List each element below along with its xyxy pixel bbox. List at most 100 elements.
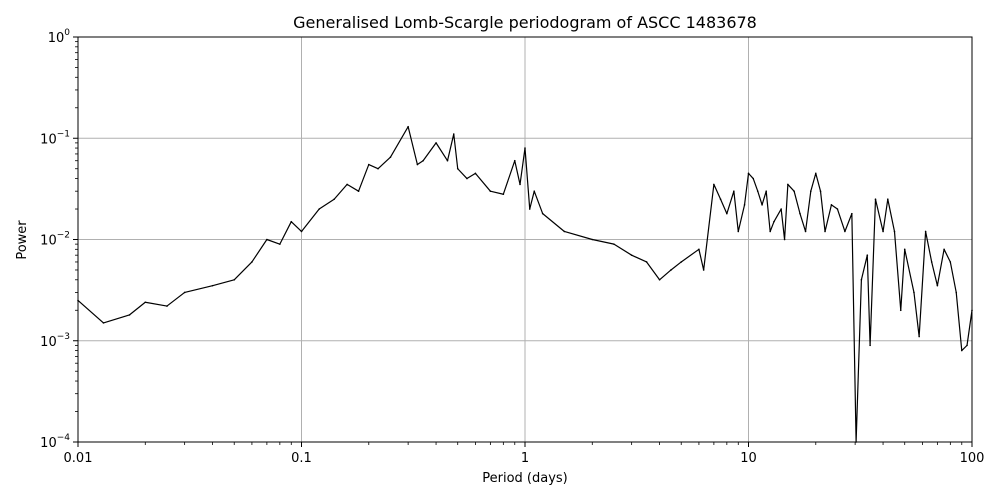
periodogram-point (836, 208, 839, 210)
y-tick-label: 10−4 (40, 433, 70, 451)
periodogram-point (251, 261, 253, 263)
periodogram-point (357, 190, 360, 192)
periodogram-point (752, 177, 755, 180)
periodogram-point (860, 278, 863, 281)
periodogram-point (333, 198, 335, 201)
periodogram-point (407, 125, 409, 128)
periodogram-point (367, 163, 370, 166)
periodogram-point (128, 314, 131, 316)
periodogram-point (102, 322, 105, 324)
x-tick-label: 0.1 (291, 451, 312, 466)
periodogram-point (416, 163, 419, 166)
periodogram-point (893, 230, 896, 233)
periodogram-point (726, 212, 728, 215)
y-axis-label: Power (15, 220, 30, 260)
y-axis-ticks: 10−4 10−3 10−2 10−1 100 (40, 28, 78, 451)
periodogram-point (824, 230, 826, 233)
periodogram-point (290, 220, 293, 223)
periodogram-point (591, 238, 594, 241)
periodogram-point (474, 172, 477, 175)
periodogram-point (866, 254, 869, 256)
x-tick-label: 1 (521, 451, 529, 466)
periodogram-point (799, 212, 801, 215)
periodogram-point (502, 193, 505, 196)
periodogram-point (804, 230, 807, 233)
periodogram-point (737, 230, 740, 233)
chart-title: Generalised Lomb-Scargle periodogram of … (293, 13, 757, 32)
periodogram-point (780, 208, 782, 210)
series-layer (77, 125, 973, 443)
periodogram-point (851, 212, 853, 215)
periodogram-point (670, 269, 672, 271)
periodogram-point (630, 254, 633, 256)
periodogram-point (887, 198, 889, 201)
periodogram-point (698, 248, 700, 251)
periodogram-point (435, 142, 437, 144)
periodogram-point (658, 278, 661, 281)
periodogram-point (949, 261, 952, 263)
periodogram-point (456, 167, 459, 170)
periodogram-point (869, 344, 871, 347)
y-tick-label: 10−1 (40, 129, 70, 147)
periodogram-point (924, 230, 927, 233)
periodogram-point (318, 208, 321, 210)
periodogram-point (513, 159, 516, 162)
periodogram-point (830, 204, 833, 206)
periodogram-point (765, 190, 767, 192)
periodogram-point (533, 190, 536, 192)
periodogram-point (519, 183, 521, 186)
periodogram-point (882, 230, 884, 233)
periodogram-point (783, 238, 786, 241)
periodogram-point (346, 183, 348, 186)
periodogram-point (874, 198, 877, 201)
x-axis-ticks: 0.01 0.1 1 10 100 (64, 442, 985, 466)
periodogram-point (377, 167, 379, 170)
periodogram-point (733, 190, 735, 192)
periodogram-point (930, 261, 933, 263)
y-tick-label: 100 (48, 28, 71, 46)
periodogram-point (466, 177, 468, 180)
periodogram-point (769, 230, 771, 233)
y-tick-label: 10−2 (40, 231, 70, 249)
periodogram-point (943, 248, 945, 251)
periodogram-point (211, 284, 214, 287)
periodogram-point (903, 248, 906, 251)
periodogram-point (918, 335, 920, 338)
periodogram-point (541, 212, 544, 215)
periodogram-point (489, 190, 492, 192)
periodogram-point (266, 238, 268, 241)
periodogram-point (743, 204, 746, 206)
periodogram-point (756, 190, 759, 192)
periodogram-point (144, 301, 147, 304)
periodogram-point (452, 133, 455, 135)
periodogram-point (563, 230, 566, 233)
periodogram-point (899, 309, 902, 312)
periodogram-point (389, 156, 392, 158)
x-axis-label: Period (days) (482, 471, 568, 486)
periodogram-point (166, 305, 168, 307)
periodogram-point (713, 183, 715, 186)
periodogram-point (773, 220, 775, 223)
periodogram-point (422, 159, 424, 162)
periodogram-point (966, 344, 968, 347)
periodogram-point (279, 243, 281, 245)
x-tick-label: 100 (960, 451, 985, 466)
periodogram-point (645, 261, 648, 263)
periodogram-point (819, 190, 822, 192)
periodogram-point (787, 183, 789, 186)
periodogram-point (810, 190, 812, 192)
periodogram-point (300, 230, 303, 233)
periodogram-point (446, 159, 449, 162)
periodogram-point (793, 190, 795, 192)
periodogram-point (702, 269, 705, 271)
periodogram-point (955, 291, 958, 294)
periodogram-point (719, 198, 722, 201)
periodogram-point (761, 204, 763, 206)
y-tick-label: 10−3 (40, 332, 70, 350)
periodogram-point (844, 230, 846, 233)
periodogram-point (913, 291, 915, 294)
periodogram-point (613, 243, 615, 245)
periodogram-point (680, 261, 683, 263)
periodogram-point (960, 349, 963, 352)
